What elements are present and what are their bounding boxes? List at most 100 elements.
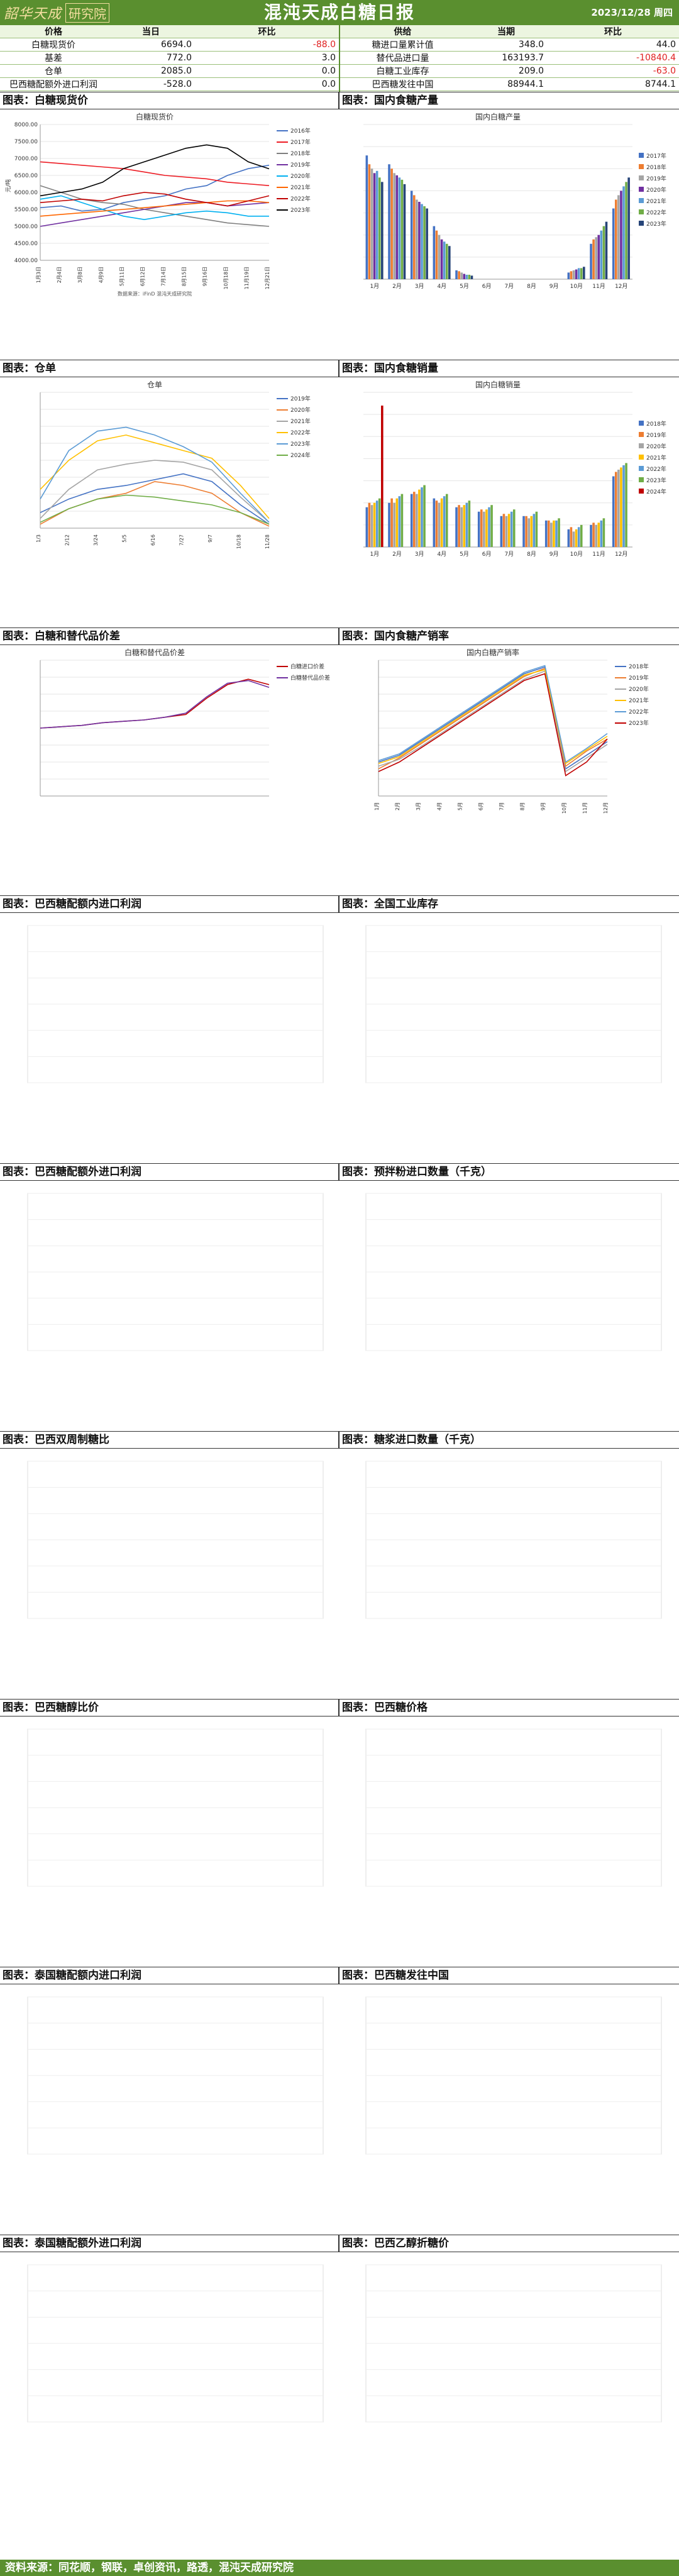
x-tick-label: 11月	[582, 802, 588, 814]
chart-svg: 白糖现货价 4000.00 4500.00 5000.00 5500.00 6000.00…	[4, 112, 311, 297]
table-cell: 3.0	[195, 51, 340, 65]
bar	[533, 514, 536, 547]
x-tick-label: 1月	[370, 551, 379, 558]
section-title-right: 图表：国内食糖销量	[342, 362, 438, 375]
bar	[512, 509, 516, 547]
series-line	[378, 667, 608, 770]
series-line	[40, 202, 270, 227]
x-tick-label: 1/3	[36, 534, 41, 543]
bar	[368, 502, 371, 547]
section-divider	[338, 1967, 340, 1984]
x-tick-label: 5月	[457, 802, 463, 810]
bar	[435, 230, 438, 279]
table-header-cell: 环比	[547, 25, 679, 38]
series-line	[40, 426, 270, 523]
chart-panel-right: 国内白糖销量 1月 2月 3月 4月 5月 6月 7月 8月 9月 10月 11月 12月 2018年 20…	[341, 377, 676, 566]
chart-title: 白糖和替代品价差	[124, 648, 185, 657]
legend-label: 白糖进口价差	[290, 663, 324, 670]
bar	[605, 221, 608, 279]
brand-logo: 韶华天成 研究院	[4, 2, 110, 23]
bar	[597, 522, 600, 547]
chart-svg	[365, 1193, 662, 1351]
bar	[530, 516, 533, 547]
y-tick-label: 8000.00	[14, 122, 38, 128]
table-header-cell: 当日	[107, 25, 195, 38]
bar	[395, 175, 399, 279]
x-tick-label: 3月	[415, 283, 424, 290]
x-tick-label: 4月9日	[98, 267, 104, 283]
bar	[590, 243, 592, 279]
bar	[365, 155, 368, 279]
bar	[463, 505, 466, 547]
section-divider	[338, 896, 340, 912]
legend-swatch	[639, 443, 644, 448]
x-tick-label: 10/18	[236, 534, 242, 549]
table-header-cell: 当期	[465, 25, 547, 38]
x-tick-label: 10月	[570, 283, 583, 290]
x-tick-label: 12月	[615, 283, 627, 290]
chart-panel-left	[3, 1181, 338, 1369]
bar	[602, 226, 605, 279]
bar	[410, 191, 413, 279]
bar	[627, 177, 630, 279]
table-cell: 772.0	[107, 51, 195, 65]
chart-panel-right	[341, 2252, 676, 2441]
bar	[448, 246, 451, 279]
bar	[590, 524, 592, 547]
table-cell: 0.0	[195, 77, 340, 91]
bar	[567, 272, 570, 279]
y-tick-label: 6000.00	[14, 190, 38, 196]
logo-box: 研究院	[65, 3, 110, 23]
x-tick-label: 8月	[527, 551, 536, 558]
bar	[421, 487, 423, 547]
chart-panel-left: 白糖现货价 4000.00 4500.00 5000.00 5500.00 6000.00…	[3, 109, 338, 298]
table-cell: 基差	[0, 51, 107, 65]
legend-label: 2021年	[629, 697, 649, 704]
bar	[510, 511, 513, 547]
legend-swatch	[639, 198, 644, 203]
bar	[390, 498, 393, 547]
bar	[438, 502, 441, 547]
x-tick-label: 11月19日	[244, 267, 250, 289]
bar	[614, 472, 617, 547]
bar	[445, 243, 448, 279]
section-title-left: 图表：泰国糖配额外进口利润	[3, 2237, 141, 2250]
series-line	[40, 460, 270, 523]
series-line	[378, 673, 608, 777]
section-title-right: 图表：巴西乙醇折糖价	[342, 2237, 449, 2250]
bar	[592, 522, 595, 547]
x-tick-label: 12月	[615, 551, 627, 558]
section-header: 图表：巴西双周制糖比 图表：糖浆进口数量（千克）	[0, 1431, 679, 1449]
section-header: 图表：巴西糖配额内进口利润 图表：全国工业库存	[0, 895, 679, 913]
x-tick-label: 2月	[392, 283, 402, 290]
x-tick-label: 9月	[549, 551, 559, 558]
report-title: 混沌天成白糖日报	[263, 2, 415, 23]
bar	[440, 239, 443, 279]
series-line	[378, 669, 608, 765]
table-cell: 白糖工业库存	[340, 64, 465, 78]
bar	[365, 507, 368, 547]
chart-panel-left	[3, 1716, 338, 1905]
chart-panel-right	[341, 1449, 676, 1637]
legend-label: 2021年	[290, 184, 311, 191]
legend-swatch	[639, 187, 644, 192]
bar	[483, 511, 485, 547]
bar	[458, 505, 460, 547]
x-tick-label: 1月3日	[36, 267, 41, 283]
bar	[500, 516, 503, 547]
chart-panel-left	[3, 2252, 338, 2441]
chart-svg	[27, 1461, 324, 1619]
x-tick-label: 12月21日	[265, 267, 270, 289]
bar	[393, 502, 395, 547]
section-header: 图表：白糖现货价 图表：国内食糖产量	[0, 92, 679, 109]
bar	[368, 164, 371, 279]
table-cell: -63.0	[547, 64, 679, 78]
x-tick-label: 6月	[482, 283, 492, 290]
legend-label: 2021年	[646, 454, 666, 462]
bar	[577, 268, 580, 279]
bar	[433, 498, 436, 547]
chart-panel-right	[341, 1716, 676, 1905]
x-tick-label: 7月	[499, 802, 505, 810]
chart-svg	[365, 1996, 662, 2155]
